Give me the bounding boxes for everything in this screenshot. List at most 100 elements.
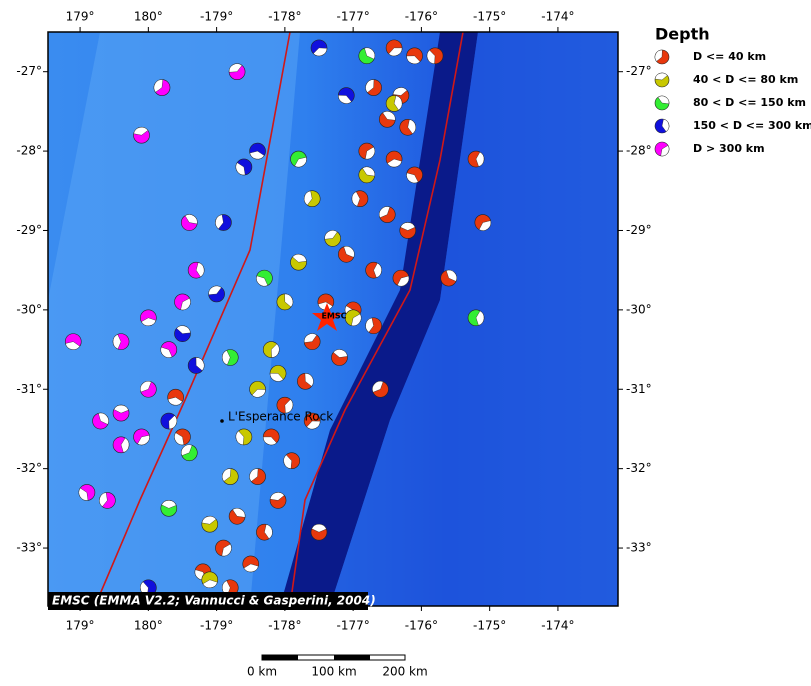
lon-label: -179° — [200, 619, 233, 633]
focal-dilatation — [271, 343, 280, 358]
lat-label: -28° — [16, 144, 42, 158]
focal-dilatation — [264, 524, 273, 539]
focal-dilatation — [284, 293, 294, 308]
ridge — [48, 32, 300, 606]
focal-dilatation — [365, 317, 374, 333]
focal-dilatation — [654, 49, 663, 62]
focal-dilatation — [137, 434, 150, 446]
focal-dilatation — [98, 412, 109, 425]
credit-box — [48, 592, 368, 610]
focal-dilatation — [338, 95, 352, 104]
focal-dilatation — [120, 437, 130, 453]
focal-dilatation — [202, 579, 218, 588]
focal-dilatation — [201, 516, 217, 525]
focal-dilatation — [351, 313, 362, 326]
legend-label: 150 < D <= 300 km — [693, 119, 811, 132]
focal-dilatation — [294, 156, 307, 168]
events — [64, 39, 492, 597]
focal-dilatation — [215, 214, 224, 230]
focal-dilatation — [180, 297, 191, 311]
focal-dilatation — [176, 325, 191, 334]
focal-dilatation — [654, 72, 668, 81]
focal-dilatation — [379, 206, 391, 218]
focal-dilatation — [333, 349, 348, 358]
focal-dilatation — [303, 190, 313, 206]
focal-dilatation — [304, 333, 318, 343]
scale-bar-segment — [262, 655, 298, 660]
focal-dilatation — [141, 317, 157, 326]
focal-dilatation — [362, 166, 375, 177]
focal-dilatation — [372, 381, 384, 393]
focal-dilatation — [324, 230, 338, 240]
focal-dilatation — [365, 146, 375, 160]
lon-label: 179° — [66, 619, 95, 633]
lon-label: -178° — [268, 10, 301, 24]
focal-dilatation — [292, 254, 307, 263]
legend: D <= 40 km 40 < D <= 80 km 80 < D <= 150 k… — [654, 49, 811, 157]
focal-dilatation — [393, 95, 403, 111]
lat-label: -32° — [626, 461, 652, 475]
focal-dilatation — [153, 79, 164, 93]
focal-dilatation — [232, 508, 246, 518]
focal-dilatation — [343, 246, 355, 258]
axes: 179° 179° 180° 180° -179° -179° -178° -178° -177… — [16, 10, 651, 633]
lon-label: -176° — [405, 10, 438, 24]
lat-label: -30° — [626, 302, 652, 316]
focal-dilatation — [397, 275, 410, 287]
lat-label: -27° — [626, 64, 652, 78]
focal-dilatation — [168, 415, 177, 430]
lon-label: -177° — [337, 10, 370, 24]
focal-dilatation — [228, 63, 243, 73]
focal-dilatation — [195, 357, 205, 371]
focal-dilatation — [184, 214, 198, 225]
focal-dilatation — [78, 487, 89, 501]
lon-label: -179° — [200, 10, 233, 24]
lon-label: -176° — [405, 619, 438, 633]
place-label: L'Esperance Rock — [228, 410, 333, 424]
focal-dilatation — [382, 111, 396, 121]
focal-dilatation — [251, 389, 266, 398]
legend-label: D > 300 km — [693, 142, 765, 155]
focal-dilatation — [661, 118, 670, 132]
focal-dilatation — [426, 49, 436, 65]
lon-label: -175° — [473, 10, 506, 24]
lat-label: -29° — [626, 223, 652, 237]
lat-label: -29° — [16, 223, 42, 237]
focal-dilatation — [249, 150, 265, 160]
focal-dilatation — [284, 399, 294, 414]
lat-label: -31° — [626, 382, 652, 396]
focal-dilatation — [249, 468, 259, 482]
focal-dilatation — [133, 127, 149, 136]
focal-dilatation — [235, 430, 245, 446]
focal-dilatation — [263, 436, 277, 446]
lat-label: -33° — [16, 541, 42, 555]
focal-dilatation — [181, 444, 193, 456]
focal-dilatation — [364, 47, 375, 60]
focal-dilatation — [388, 47, 403, 57]
focal-dilatation — [392, 87, 408, 96]
focal-dilatation — [256, 275, 269, 287]
focal-dilatation — [208, 285, 222, 295]
lon-label: 180° — [134, 619, 163, 633]
lon-label: -177° — [337, 619, 370, 633]
map-area: EMSC L'Esperance Rock — [48, 32, 618, 606]
focal-dilatation — [65, 341, 81, 350]
focal-dilatation — [222, 468, 232, 482]
legend-label: 80 < D <= 150 km — [693, 96, 806, 109]
scale-label: 200 km — [382, 665, 427, 679]
focal-dilatation — [140, 381, 152, 393]
plate-boundary — [94, 32, 291, 606]
focal-dilatation — [174, 432, 185, 446]
focal-dilatation — [475, 310, 485, 326]
legend-label: D <= 40 km — [693, 50, 766, 63]
scale-label: 100 km — [311, 665, 356, 679]
lat-label: -27° — [16, 64, 42, 78]
focal-dilatation — [222, 350, 231, 366]
credit: EMSC (EMMA V2.2; Vannucci & Gasperini, 2… — [52, 594, 376, 608]
legend-title: Depth — [655, 25, 710, 44]
focal-dilatation — [365, 79, 375, 93]
lat-label: -30° — [16, 302, 42, 316]
focal-dilatation — [351, 191, 361, 207]
focal-dilatation — [313, 47, 328, 57]
